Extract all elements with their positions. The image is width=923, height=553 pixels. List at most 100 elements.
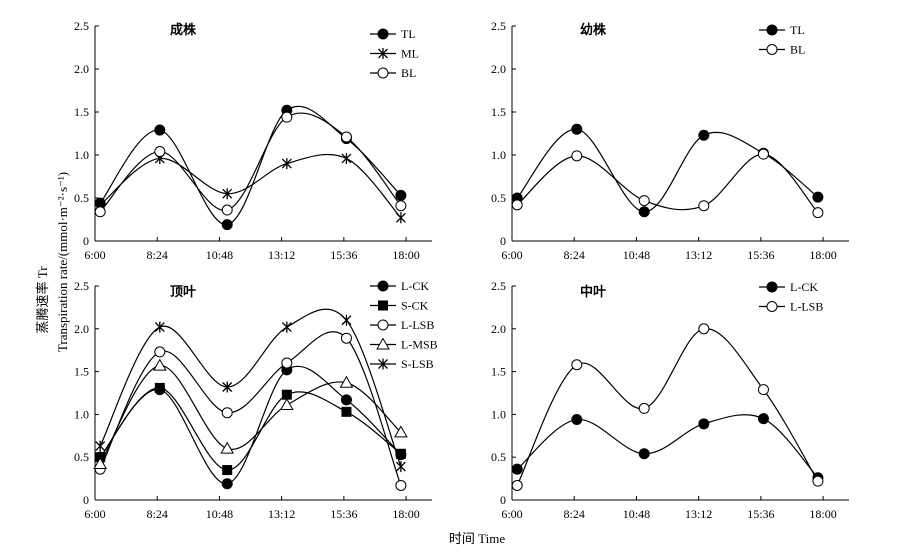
y-tick-label: 0.5 [74,450,89,464]
data-point [757,384,769,396]
data-point [221,204,233,216]
legend-marker [766,281,778,293]
y-axis-title-en: Transpiration rate/(mmol·m⁻²·s⁻¹) [55,172,70,352]
x-tick-label: 18:00 [809,507,836,521]
data-point [94,206,106,218]
y-tick-label: 1.0 [74,148,89,162]
data-point [154,346,166,358]
legend-label: S-CK [401,299,429,313]
y-tick-label: 0 [83,234,89,248]
x-tick-label: 6:00 [501,507,522,521]
data-point [154,382,165,393]
panel-title: 中叶 [580,284,606,299]
y-tick-label: 0.5 [491,191,506,205]
series-line [99,331,402,486]
x-tick-label: 8:24 [564,248,585,262]
y-tick-label: 2.5 [491,279,506,293]
data-point [154,321,165,333]
legend-label: TL [401,27,416,41]
x-tick-label: 10:48 [623,248,650,262]
data-point [95,440,106,452]
chart-panel: 0 0.5 1.0 1.5 2.0 2.5 6:00 8:24 10:48 13:12 15:36 1… [491,19,849,262]
y-tick-label: 1.5 [491,105,506,119]
legend-marker [376,337,390,350]
series-line [99,112,402,213]
x-tick-label: 15:36 [747,507,774,521]
legend-marker [766,44,778,55]
x-tick-label: 13:12 [268,507,295,521]
legend-marker [378,48,388,59]
series-line [516,153,819,214]
data-point [812,191,824,203]
legend-label: BL [790,43,805,57]
data-point [281,321,292,333]
data-point [757,413,769,425]
data-point [698,129,710,141]
y-axis-title-zh: 蒸腾速率 Tr [35,266,50,334]
y-tick-label: 0 [500,234,506,248]
data-point [394,425,408,438]
data-point [221,219,233,231]
data-point [154,124,166,136]
x-axis-title: 时间 Time [449,531,505,546]
legend-marker [378,358,388,370]
panel-title: 顶叶 [170,284,196,299]
x-tick-label: 15:36 [330,248,357,262]
x-tick-label: 18:00 [392,507,419,521]
legend-label: TL [790,23,805,37]
series-line [516,414,819,479]
x-tick-label: 8:24 [564,507,585,521]
x-tick-label: 10:48 [206,248,233,262]
x-tick-label: 15:36 [747,248,774,262]
data-point [340,332,352,344]
data-point [279,397,294,410]
y-tick-label: 2.0 [74,62,89,76]
data-point [340,131,352,143]
data-point [281,357,293,369]
data-point [571,123,583,135]
data-point [341,152,352,164]
x-tick-label: 15:36 [330,507,357,521]
data-point [571,150,583,162]
data-point [154,146,166,158]
data-point [281,389,292,400]
legend-label: S-LSB [401,357,434,371]
data-point [571,359,583,371]
y-tick-label: 2.0 [74,322,89,336]
panel-title: 幼株 [580,22,607,37]
data-point [571,414,583,426]
x-tick-label: 18:00 [809,248,836,262]
data-point [638,206,650,218]
series-line [99,105,402,226]
data-point [812,207,824,219]
x-tick-label: 8:24 [147,248,168,262]
y-tick-label: 2.0 [491,322,506,336]
x-tick-label: 18:00 [392,248,419,262]
y-tick-label: 1.5 [491,365,506,379]
y-tick-label: 0 [83,493,89,507]
y-tick-label: 1.0 [74,407,89,421]
data-point [221,407,233,419]
legend-label: L-MSB [401,338,438,352]
x-tick-label: 6:00 [84,248,105,262]
chart-panel: 0 0.5 1.0 1.5 2.0 2.5 6:00 8:24 10:48 13:12 15:36 1… [74,19,432,262]
data-point [281,158,292,170]
legend-label: BL [401,66,416,80]
data-point [698,323,710,335]
y-tick-label: 0 [500,493,506,507]
data-point [638,448,650,460]
data-point [340,394,352,406]
data-point [222,188,233,200]
legend-label: L-CK [790,280,818,294]
data-point [395,448,406,459]
y-tick-label: 0.5 [74,191,89,205]
legend-label: L-LSB [401,318,434,332]
y-tick-label: 2.5 [491,19,506,33]
data-point [395,461,406,473]
data-point [152,358,167,371]
legend-marker [377,319,389,331]
data-point [341,406,352,417]
data-point [222,381,233,393]
data-point [698,418,710,430]
